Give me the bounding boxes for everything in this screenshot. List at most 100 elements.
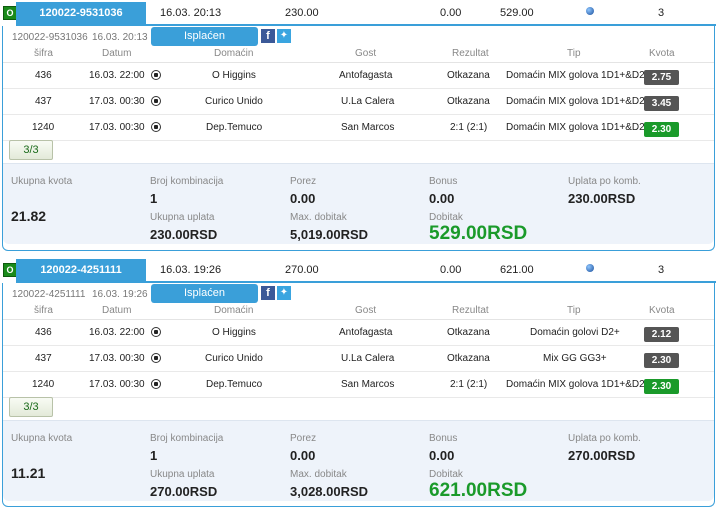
match-result: Otkazana (447, 96, 490, 107)
match-code: 436 (35, 70, 52, 81)
match-date: 16.03. 22:00 (89, 70, 145, 81)
match-code: 436 (35, 327, 52, 338)
col-sifra: šifra (34, 305, 53, 316)
col-sifra: šifra (34, 48, 53, 59)
max-win-label: Max. dobitak (290, 469, 347, 480)
win-value: 529.00RSD (429, 223, 528, 244)
match-date: 17.03. 00:30 (89, 122, 145, 133)
stake-per-comb-label: Uplata po komb. (568, 433, 641, 444)
ticket-type-badge: O (3, 6, 17, 20)
match-bet-type: Domaćin golovi D2+ (530, 327, 620, 338)
ticket-header[interactable]: O 120022-9531036 16.03. 20:13 230.00 0.0… (0, 0, 716, 26)
total-stake-value: 230.00RSD (150, 227, 218, 242)
ticket-sub-datetime: 16.03. 19:26 (92, 289, 148, 300)
ticket-sub-datetime: 16.03. 20:13 (92, 32, 148, 43)
match-date: 16.03. 22:00 (89, 327, 145, 338)
max-win-value: 3,028.00RSD (290, 484, 369, 499)
ticket-details: 120022-9531036 16.03. 20:13 Isplaćen f ✦… (2, 26, 715, 251)
stake-per-comb-value: 270.00RSD (568, 448, 636, 463)
combinations-label: Broj kombinacija (150, 433, 224, 444)
tax-value: 0.00 (290, 448, 316, 463)
col-rezultat: Rezultat (452, 48, 489, 59)
tax-label: Porez (290, 176, 317, 187)
match-row[interactable]: 437 17.03. 00:30 Curico Unido U.La Caler… (3, 346, 714, 372)
bonus-label: Bonus (429, 176, 458, 187)
facebook-share-icon[interactable]: f (261, 29, 275, 43)
match-code: 1240 (32, 379, 55, 390)
col-tip: Tip (567, 48, 581, 59)
match-home: Dep.Temuco (206, 122, 263, 133)
match-code: 437 (35, 353, 52, 364)
twitter-share-icon[interactable]: ✦ (277, 29, 291, 43)
match-row[interactable]: 437 17.03. 00:30 Curico Unido U.La Caler… (3, 89, 714, 115)
facebook-share-icon[interactable]: f (261, 286, 275, 300)
paid-status-button[interactable]: Isplaćen (151, 284, 258, 303)
column-headers: šifra Datum Domaćin Gost Rezultat Tip Kv… (3, 48, 714, 63)
ticket-header[interactable]: O 120022-4251111 16.03. 19:26 270.00 0.0… (0, 257, 716, 283)
match-away: San Marcos (341, 122, 395, 133)
tax-value: 0.00 (290, 191, 316, 206)
col-rezultat: Rezultat (452, 305, 489, 316)
match-home: O Higgins (212, 70, 256, 81)
header-underline (16, 24, 716, 26)
header-underline (16, 281, 716, 283)
match-away: Antofagasta (339, 327, 393, 338)
match-away: U.La Calera (341, 96, 395, 107)
col-gost: Gost (355, 305, 377, 316)
match-away: San Marcos (341, 379, 395, 390)
match-home: Curico Unido (205, 96, 263, 107)
football-icon (151, 96, 161, 106)
match-home: O Higgins (212, 327, 256, 338)
ticket-tax: 0.00 (440, 264, 462, 276)
bonus-label: Bonus (429, 433, 458, 444)
ticket-payout: 529.00 (500, 7, 534, 19)
football-icon (151, 353, 161, 363)
total-stake-value: 270.00RSD (150, 484, 218, 499)
football-icon (151, 70, 161, 80)
match-row[interactable]: 1240 17.03. 00:30 Dep.Temuco San Marcos … (3, 372, 714, 398)
match-row[interactable]: 436 16.03. 22:00 O Higgins Antofagasta O… (3, 63, 714, 89)
column-headers: šifra Datum Domaćin Gost Rezultat Tip Kv… (3, 305, 714, 320)
total-odds-value: 11.21 (11, 465, 46, 481)
total-odds-label: Ukupna kvota (11, 176, 73, 187)
ticket-subheader: 120022-4251111 16.03. 19:26 Isplaćen f ✦ (3, 283, 714, 305)
match-bet-type: Domaćin MIX golova 1D1+&D2+ (506, 70, 651, 81)
ticket-payout: 621.00 (500, 264, 534, 276)
max-win-value: 5,019.00RSD (290, 227, 369, 242)
total-stake-label: Ukupna uplata (150, 212, 215, 223)
ticket-details: 120022-4251111 16.03. 19:26 Isplaćen f ✦… (2, 283, 715, 507)
ticket-events-count: 3 (658, 264, 665, 276)
win-label: Dobitak (429, 212, 463, 223)
match-code: 437 (35, 96, 52, 107)
max-win-label: Max. dobitak (290, 212, 347, 223)
match-row[interactable]: 436 16.03. 22:00 O Higgins Antofagasta O… (3, 320, 714, 346)
odds-badge: 2.30 (644, 353, 679, 368)
odds-badge: 3.45 (644, 96, 679, 111)
stake-per-comb-value: 230.00RSD (568, 191, 636, 206)
paid-status-button[interactable]: Isplaćen (151, 27, 258, 46)
match-bet-type: Mix GG GG3+ (543, 353, 607, 364)
col-tip: Tip (567, 305, 581, 316)
match-result: Otkazana (447, 70, 490, 81)
ticket-datetime: 16.03. 19:26 (160, 264, 222, 276)
events-counter-button[interactable]: 3/3 (9, 397, 53, 417)
col-kvota: Kvota (649, 48, 675, 59)
events-counter-button[interactable]: 3/3 (9, 140, 53, 160)
ticket-id-tab[interactable]: 120022-4251111 (16, 259, 146, 281)
ticket-summary: Ukupna kvota 11.21 Broj kombinacija 1 Uk… (3, 420, 714, 501)
match-bet-type: Domaćin MIX golova 1D1+&D2+ (506, 379, 651, 390)
ticket: O 120022-4251111 16.03. 19:26 270.00 0.0… (0, 257, 716, 508)
match-date: 17.03. 00:30 (89, 353, 145, 364)
ticket-id-tab[interactable]: 120022-9531036 (16, 2, 146, 24)
ticket-events-count: 3 (658, 7, 665, 19)
match-away: Antofagasta (339, 70, 393, 81)
ticket-tax: 0.00 (440, 7, 462, 19)
football-icon (151, 379, 161, 389)
match-row[interactable]: 1240 17.03. 00:30 Dep.Temuco San Marcos … (3, 115, 714, 141)
twitter-share-icon[interactable]: ✦ (277, 286, 291, 300)
col-datum: Datum (102, 305, 132, 316)
win-label: Dobitak (429, 469, 463, 480)
ticket-sub-id: 120022-9531036 (12, 32, 88, 43)
match-home: Dep.Temuco (206, 379, 263, 390)
match-result: Otkazana (447, 353, 490, 364)
